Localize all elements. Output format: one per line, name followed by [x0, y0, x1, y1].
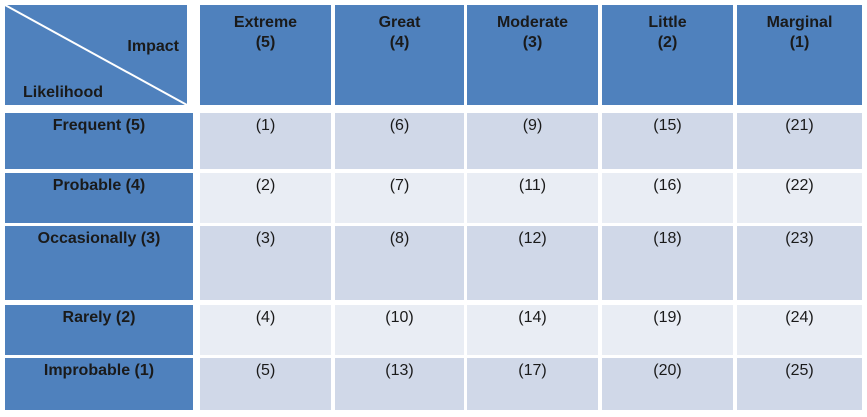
- data-cell: (13): [335, 358, 464, 410]
- data-cell: (17): [467, 358, 598, 410]
- data-cell: (1): [200, 113, 331, 169]
- column-header: Little (2): [602, 5, 733, 105]
- data-cell: (24): [737, 305, 862, 355]
- data-cell: (16): [602, 173, 733, 223]
- column-header: Moderate (3): [467, 5, 598, 105]
- data-cell: (22): [737, 173, 862, 223]
- row-header: Probable (4): [5, 173, 193, 223]
- data-cell: (10): [335, 305, 464, 355]
- column-name: Little: [648, 14, 687, 31]
- data-cell: (12): [467, 226, 598, 300]
- diagonal: [5, 5, 187, 105]
- data-cell: (4): [200, 305, 331, 355]
- column-header: Great (4): [335, 5, 464, 105]
- data-cell: (2): [200, 173, 331, 223]
- data-cell: (18): [602, 226, 733, 300]
- column-name: Marginal: [766, 14, 833, 31]
- data-cell: (14): [467, 305, 598, 355]
- row-header: Frequent (5): [5, 113, 193, 169]
- column-header: Marginal (1): [737, 5, 862, 105]
- column-level: (2): [657, 34, 678, 51]
- corner-cell: Impact Likelihood: [5, 5, 187, 105]
- data-cell: (11): [467, 173, 598, 223]
- column-name: Moderate: [496, 14, 569, 31]
- column-level: (5): [255, 34, 276, 51]
- data-cell: (20): [602, 358, 733, 410]
- row-header: Occasionally (3): [5, 226, 193, 300]
- data-cell: (23): [737, 226, 862, 300]
- column-level: (1): [789, 34, 810, 51]
- data-cell: (3): [200, 226, 331, 300]
- row-header: Improbable (1): [5, 358, 193, 410]
- data-cell: (25): [737, 358, 862, 410]
- row-header: Rarely (2): [5, 305, 193, 355]
- column-level: (3): [522, 34, 543, 51]
- data-cell: (8): [335, 226, 464, 300]
- data-cell: (6): [335, 113, 464, 169]
- data-cell: (7): [335, 173, 464, 223]
- data-cell: (5): [200, 358, 331, 410]
- column-name: Great: [378, 14, 421, 31]
- column-header: Extreme (5): [200, 5, 331, 105]
- column-level: (4): [389, 34, 410, 51]
- data-cell: (15): [602, 113, 733, 169]
- data-cell: (9): [467, 113, 598, 169]
- corner-bottom-label: Likelihood: [23, 84, 103, 101]
- column-name: Extreme: [233, 14, 298, 31]
- corner-top-label: Impact: [127, 38, 179, 55]
- data-cell: (19): [602, 305, 733, 355]
- data-cell: (21): [737, 113, 862, 169]
